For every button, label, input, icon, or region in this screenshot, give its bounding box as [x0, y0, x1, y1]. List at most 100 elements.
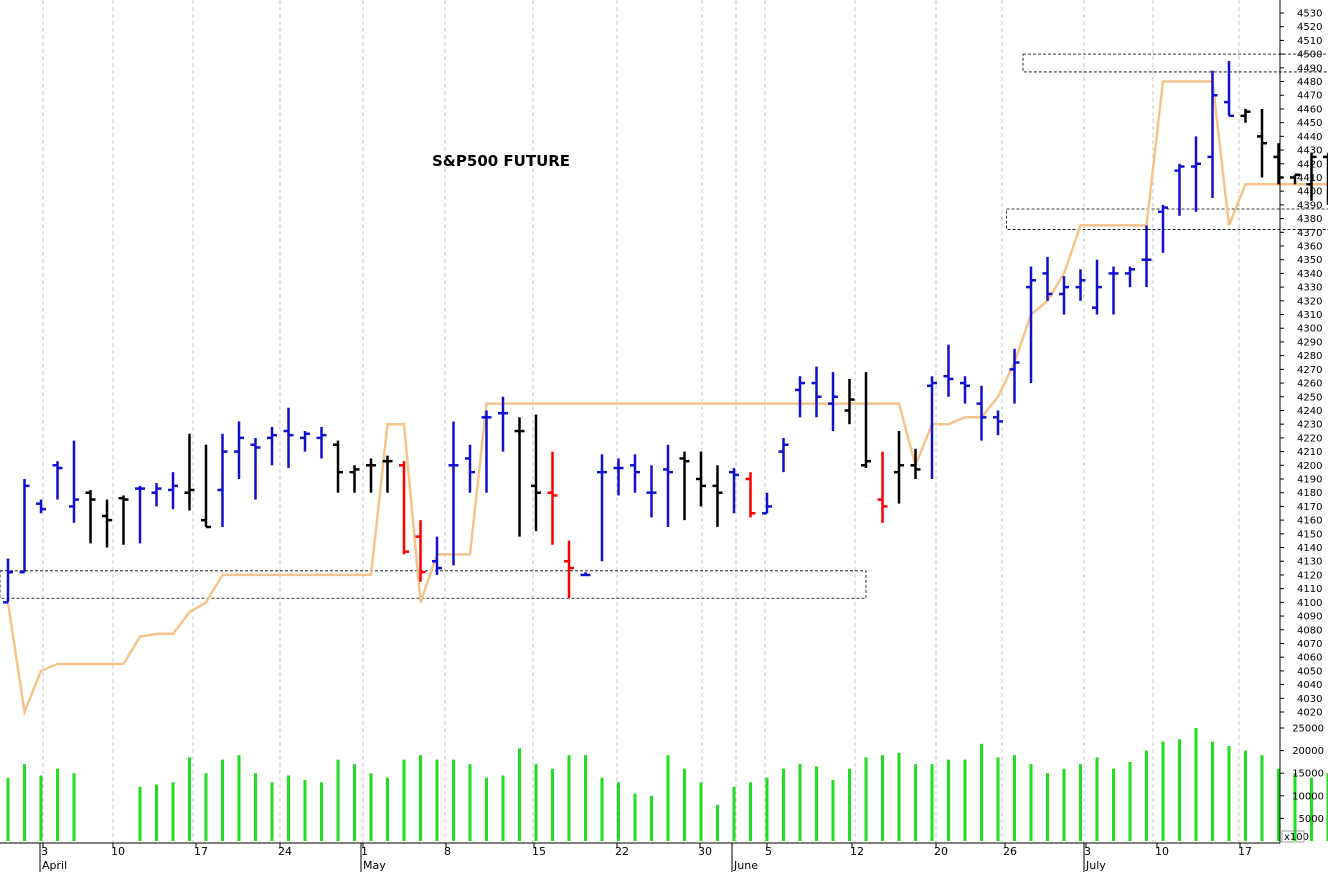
volume-bar — [468, 764, 472, 841]
date-tick-label: 24 — [278, 845, 292, 858]
price-tick-label: 4150 — [1297, 529, 1322, 540]
price-tick-label: 4100 — [1297, 598, 1322, 609]
volume-bar — [435, 759, 439, 841]
price-tick-label: 4110 — [1297, 584, 1322, 595]
price-tick-label: 4510 — [1297, 36, 1322, 47]
ohlc-bar — [877, 451, 888, 523]
ohlc-bar — [910, 448, 921, 480]
volume-bar — [353, 764, 356, 841]
ohlc-bar — [844, 378, 855, 425]
volume-bar — [1095, 757, 1099, 841]
volume-bar — [864, 757, 868, 841]
ohlc-bar — [597, 454, 607, 562]
volume-bar — [1128, 761, 1132, 841]
volume-bar — [1310, 777, 1313, 841]
volume-bar — [1112, 768, 1115, 841]
ohlc-bar — [547, 451, 558, 545]
ohlc-bar — [234, 421, 244, 480]
price-tick-label: 4290 — [1297, 337, 1322, 348]
price-tick-label: 4520 — [1297, 22, 1322, 33]
volume-bar — [1062, 768, 1066, 841]
price-tick-label: 4050 — [1297, 666, 1322, 677]
price-tick-label: 4320 — [1297, 296, 1322, 307]
ohlc-bar — [960, 376, 970, 404]
ohlc-bar — [36, 499, 46, 514]
volume-bar — [6, 777, 10, 841]
price-tick-label: 4020 — [1297, 708, 1322, 719]
volume-bar — [881, 755, 884, 841]
ohlc-bar — [151, 483, 162, 507]
ohlc-bar — [1290, 173, 1300, 185]
price-tick-label: 4460 — [1297, 104, 1322, 115]
volume-unit-label: x100 — [1284, 832, 1309, 843]
volume-bar — [534, 764, 538, 841]
ohlc-bar — [894, 431, 904, 504]
ohlc-bar — [1224, 60, 1234, 118]
ohlc-bar — [135, 485, 145, 544]
price-tick-label: 4490 — [1297, 63, 1322, 74]
date-tick-label: 12 — [850, 845, 864, 858]
date-tick-label: 17 — [194, 845, 208, 858]
price-tick-label: 4420 — [1297, 159, 1322, 170]
volume-bar — [1178, 739, 1181, 841]
volume-bar — [419, 755, 422, 841]
gridlines — [42, 0, 1240, 843]
ohlc-bar — [1323, 152, 1328, 205]
ohlc-bar — [267, 426, 277, 466]
volume-bar — [815, 766, 818, 841]
stop-line — [6, 80, 1328, 717]
ohlc-bar — [1240, 108, 1251, 123]
ohlc-bar — [613, 458, 624, 496]
price-tick-label: 4280 — [1297, 351, 1322, 362]
ohlc-bar — [1009, 348, 1020, 404]
volume-bar — [947, 759, 950, 841]
date-tick-label: 15 — [532, 845, 546, 858]
price-tick-label: 4430 — [1297, 146, 1322, 157]
volume-bar — [155, 784, 158, 841]
ohlc-bar — [1257, 108, 1267, 178]
price-tick-label: 4500 — [1297, 50, 1322, 61]
ohlc-bar — [250, 437, 261, 500]
volume-bar — [336, 759, 340, 841]
ohlc-bar — [795, 376, 805, 418]
volume-bar — [897, 752, 901, 841]
date-tick-label: 22 — [615, 845, 629, 858]
ohlc-bar — [943, 344, 954, 397]
range-rectangles — [0, 53, 1328, 599]
date-tick-label: 20 — [934, 845, 948, 858]
volume-bar — [831, 779, 835, 841]
ohlc-bar — [712, 465, 723, 527]
ohlc-bar — [283, 407, 294, 469]
ohlc-bar — [1191, 136, 1201, 212]
price-tick-label: 4030 — [1297, 694, 1322, 705]
volume-bar — [171, 782, 175, 841]
price-tick-label: 4090 — [1297, 612, 1322, 623]
ohlc-bar — [1306, 152, 1317, 201]
ohlc-bar — [102, 499, 112, 548]
volume-bar — [650, 795, 653, 841]
date-tick-label: 10 — [111, 845, 125, 858]
price-tick-label: 4360 — [1297, 242, 1322, 253]
volume-bar — [567, 755, 571, 841]
volume-bar — [980, 743, 983, 841]
price-tick-label: 4440 — [1297, 132, 1322, 143]
price-tick-label: 4250 — [1297, 392, 1322, 403]
month-label: July — [1085, 859, 1106, 872]
volume-bar — [633, 793, 637, 841]
price-tick-label: 4160 — [1297, 516, 1322, 527]
volume-bar — [204, 773, 208, 841]
volume-bars — [6, 728, 1328, 841]
range-rectangle — [0, 570, 867, 599]
ohlc-bar — [1108, 266, 1119, 315]
volume-bar — [749, 782, 752, 841]
ohlc-bar — [118, 495, 129, 545]
volume-bar — [699, 782, 703, 841]
ohlc-bar — [52, 461, 63, 500]
price-tick-label: 4390 — [1297, 200, 1322, 211]
volume-bar — [39, 775, 43, 841]
volume-bar — [1227, 746, 1231, 841]
volume-tick-label: 20000 — [1292, 746, 1324, 757]
volume-bar — [270, 782, 274, 841]
volume-bar — [683, 768, 686, 841]
